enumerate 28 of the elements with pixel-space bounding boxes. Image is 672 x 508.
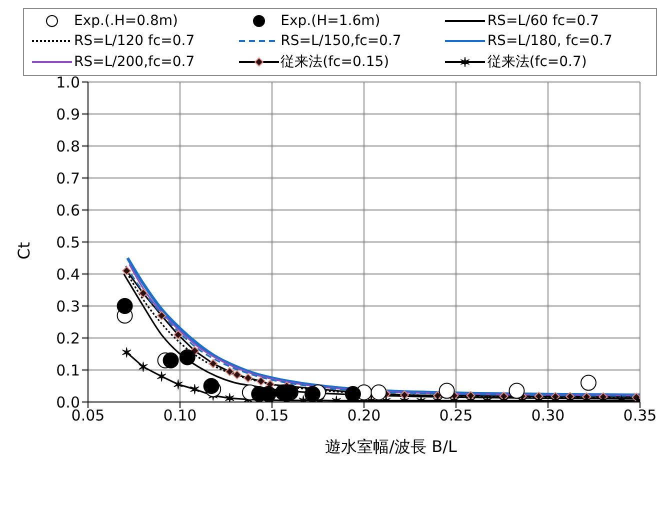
y-tick-label: 0.3 <box>56 297 80 316</box>
y-tick-label: 0.4 <box>56 265 80 284</box>
legend-label: Exp.(.H=0.8m) <box>74 13 178 29</box>
y-tick-label: 0.8 <box>56 137 80 156</box>
y-tick-label: 0.6 <box>56 201 80 220</box>
y-axis-title: Ct <box>14 242 34 260</box>
legend-label: 従来法(fc=0.7) <box>487 53 587 71</box>
legend-label: RS=L/200,fc=0.7 <box>74 54 195 70</box>
x-axis-title: 遊水室幅/波長 B/L <box>324 436 458 458</box>
x-tick-label: 0.10 <box>163 406 197 425</box>
x-tick-label: 0.05 <box>71 406 105 425</box>
x-tick-label: 0.25 <box>439 406 473 425</box>
x-tick-label: 0.15 <box>255 406 289 425</box>
x-tick-label: 0.20 <box>347 406 381 425</box>
y-tick-label: 0.5 <box>56 233 80 252</box>
x-tick-label: 0.35 <box>623 406 657 425</box>
y-tick-label: 1.0 <box>56 73 80 92</box>
x-tick-label: 0.30 <box>531 406 565 425</box>
legend-label: Exp.(H=1.6m) <box>280 13 380 29</box>
legend-label: RS=L/60 fc=0.7 <box>487 13 600 29</box>
y-tick-label: 0.2 <box>56 329 80 348</box>
legend-label: RS=L/180, fc=0.7 <box>487 33 612 49</box>
y-tick-label: 0.1 <box>56 361 80 380</box>
legend-label: RS=L/150,fc=0.7 <box>280 33 402 49</box>
y-tick-label: 0.9 <box>56 105 80 124</box>
y-tick-label: 0.7 <box>56 169 80 188</box>
legend-label: RS=L/120 fc=0.7 <box>74 33 195 49</box>
legend-label: 従来法(fc=0.15) <box>280 53 390 71</box>
